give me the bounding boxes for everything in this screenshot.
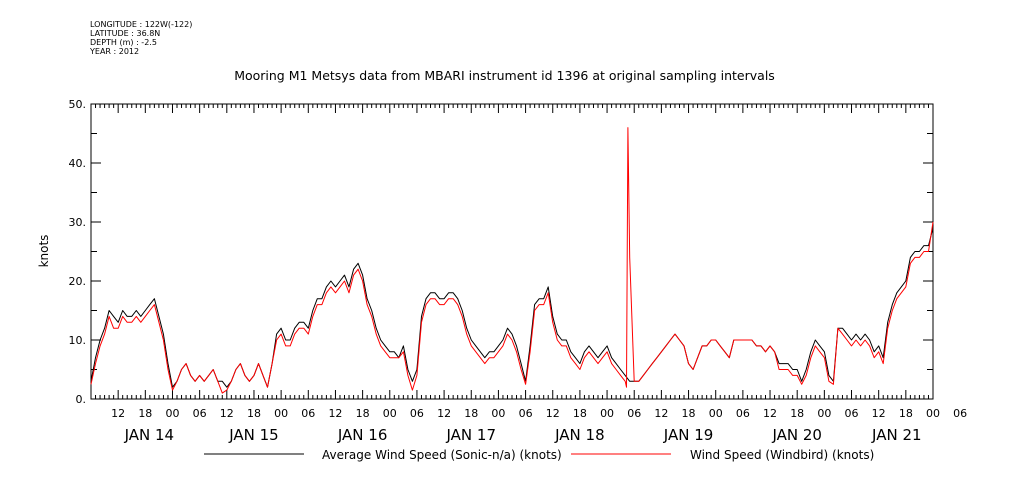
x-hour-label: 18 [573,407,587,420]
x-day-label: JAN 16 [337,426,388,444]
x-hour-label: 18 [899,407,913,420]
series-line-1 [90,127,934,394]
x-hour-label: 12 [437,407,451,420]
x-hour-label: 12 [546,407,560,420]
x-hour-label: 18 [247,407,261,420]
year-label: YEAR : 2012 [90,47,140,56]
x-hour-label: 06 [301,407,315,420]
chart-legend: Average Wind Speed (Sonic-n/a) (knots) Wi… [204,448,874,462]
chart-series [90,127,934,394]
y-tick-label: 0. [76,393,87,406]
legend-label-windbird: Wind Speed (Windbird) (knots) [690,448,874,462]
x-day-label: JAN 20 [771,426,822,444]
x-hour-label: 18 [356,407,370,420]
x-hour-label: 06 [845,407,859,420]
x-day-label: JAN 18 [554,426,605,444]
x-hour-label: 12 [111,407,125,420]
chart-title: Mooring M1 Metsys data from MBARI instru… [234,68,775,83]
x-hour-label: 00 [274,407,288,420]
legend-label-average: Average Wind Speed (Sonic-n/a) (knots) [322,448,562,462]
x-hour-label: 06 [193,407,207,420]
x-hour-label: 18 [464,407,478,420]
x-hour-label: 06 [519,407,533,420]
x-hour-label: 12 [220,407,234,420]
y-tick-label: 20. [69,275,87,288]
y-axis-label: knots [37,235,51,268]
x-hour-label: 00 [600,407,614,420]
x-hour-label: 00 [709,407,723,420]
x-hour-label: 18 [138,407,152,420]
x-hour-label: 06 [410,407,424,420]
depth-label: DEPTH (m) : -2.5 [90,38,157,47]
x-hour-label: 00 [491,407,505,420]
x-day-label: JAN 17 [446,426,497,444]
x-hour-label: 00 [383,407,397,420]
x-hour-label: 12 [328,407,342,420]
series-line-0 [90,227,934,388]
x-hour-label: 06 [627,407,641,420]
metadata-block: LONGITUDE : 122W(-122) LATITUDE : 36.8N … [90,20,192,56]
x-hour-label: 18 [790,407,804,420]
x-day-label: JAN 21 [871,426,922,444]
y-tick-label: 40. [69,157,87,170]
chart-axes: 0. 10. 20. 30. 40. 50. knots 12 18 00 06 12 18 00 06 12… [37,98,967,444]
x-hour-label: 06 [953,407,967,420]
latitude-label: LATITUDE : 36.8N [90,29,161,38]
longitude-label: LONGITUDE : 122W(-122) [90,20,193,29]
y-tick-label: 10. [69,334,87,347]
x-hour-label: 06 [736,407,750,420]
x-hour-label: 00 [817,407,831,420]
x-day-label: JAN 15 [228,426,279,444]
x-hour-label: 00 [926,407,940,420]
x-hour-label: 12 [872,407,886,420]
x-day-label: JAN 19 [663,426,714,444]
x-hour-label: 00 [165,407,179,420]
x-day-label: JAN 14 [124,426,175,444]
y-tick-label: 50. [69,98,87,111]
x-hour-label: 12 [763,407,777,420]
plot-frame [90,103,934,400]
x-hour-label: 12 [654,407,668,420]
x-hour-label: 18 [682,407,696,420]
y-tick-label: 30. [69,216,87,229]
